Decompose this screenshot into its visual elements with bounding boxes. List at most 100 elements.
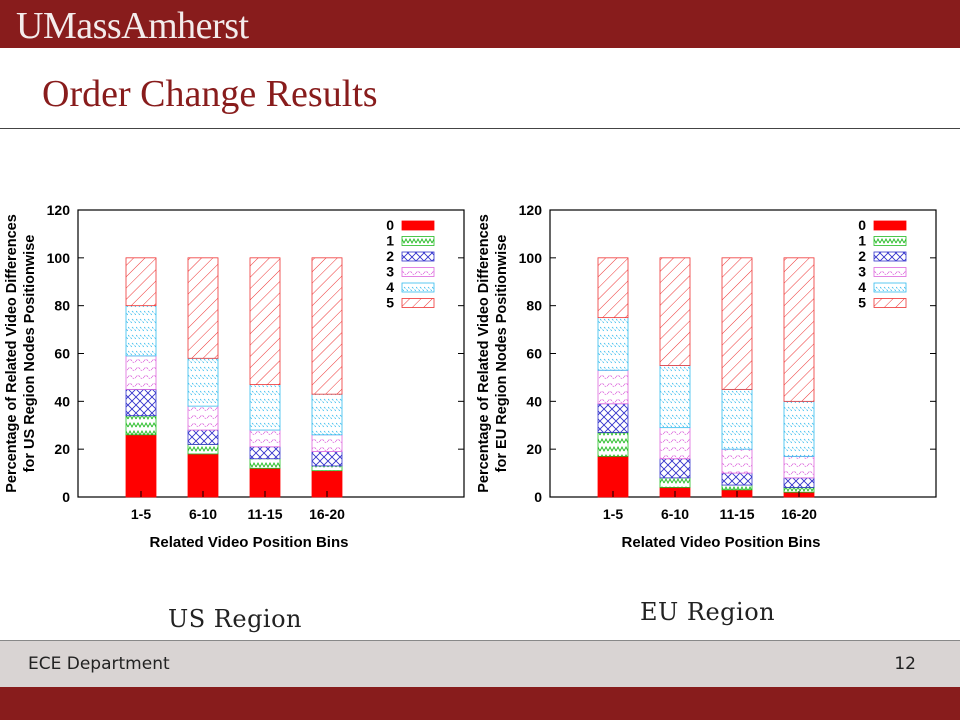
legend-label: 5 xyxy=(858,295,866,311)
x-tick-label: 11-15 xyxy=(247,506,282,522)
y-tick-label: 60 xyxy=(526,346,542,362)
bar-segment xyxy=(597,257,629,319)
title-divider xyxy=(0,128,960,129)
bar-segment xyxy=(659,427,691,460)
legend-swatch xyxy=(873,220,907,231)
bar-segment xyxy=(187,257,219,359)
bar-segment xyxy=(187,429,219,445)
legend-swatch xyxy=(873,251,907,262)
legend-label: 2 xyxy=(858,248,866,264)
umass-logo: UMassAmherst xyxy=(16,5,249,47)
legend-label: 1 xyxy=(858,233,866,249)
bar-segment xyxy=(125,355,157,390)
x-tick-label: 6-10 xyxy=(189,506,217,522)
legend-label: 4 xyxy=(386,279,394,295)
bar-segment xyxy=(249,429,281,448)
bar-segment xyxy=(659,257,691,366)
legend-label: 4 xyxy=(858,279,866,295)
bar-segment xyxy=(721,472,753,486)
y-axis-label: for EU Region Nodes Positionwise xyxy=(494,235,510,473)
bar-segment xyxy=(187,443,219,455)
bar-segment xyxy=(311,465,343,472)
x-axis-label: Related Video Position Bins xyxy=(150,534,349,551)
bar-segment xyxy=(311,257,343,395)
y-tick-label: 20 xyxy=(526,441,542,457)
bar-segment xyxy=(721,388,753,450)
bar-segment xyxy=(597,432,629,457)
legend-swatch xyxy=(401,282,435,293)
y-tick-label: 100 xyxy=(47,250,71,266)
bar-segment xyxy=(597,317,629,371)
bottom-bar xyxy=(0,687,960,720)
legend-swatch xyxy=(401,298,435,308)
footer-divider xyxy=(0,640,960,641)
bar-segment xyxy=(311,434,343,452)
y-tick-label: 80 xyxy=(526,298,542,314)
slide-title: Order Change Results xyxy=(42,73,378,115)
y-axis-label: Percentage of Related Video Differences xyxy=(476,214,492,493)
bar-segment xyxy=(249,384,281,431)
legend-label: 1 xyxy=(386,233,394,249)
y-tick-label: 20 xyxy=(54,441,70,457)
bar-segment xyxy=(783,400,815,457)
y-tick-label: 40 xyxy=(526,393,542,409)
legend-swatch xyxy=(873,236,907,246)
bar-segment xyxy=(783,455,815,479)
page-number: 12 xyxy=(894,654,916,674)
y-tick-label: 0 xyxy=(62,489,70,505)
bar-segment xyxy=(125,305,157,357)
eu-region-caption: EU Region xyxy=(640,598,776,626)
legend-swatch xyxy=(401,251,435,262)
legend-swatch xyxy=(401,267,435,277)
y-axis-label: Percentage of Related Video Differences xyxy=(4,214,20,493)
bar-segment xyxy=(125,434,157,498)
department-label: ECE Department xyxy=(28,654,170,674)
x-tick-label: 16-20 xyxy=(309,506,345,522)
bar-segment xyxy=(783,477,815,488)
bar-segment xyxy=(597,455,629,498)
bar-segment xyxy=(249,446,281,460)
footer-bar: ECE Department 12 xyxy=(0,641,960,687)
x-tick-label: 11-15 xyxy=(719,506,754,522)
legend-label: 0 xyxy=(858,217,866,233)
x-tick-label: 1-5 xyxy=(131,506,151,522)
bar-segment xyxy=(783,257,815,402)
legend-swatch xyxy=(873,282,907,293)
bar-segment xyxy=(597,403,629,433)
bar-segment xyxy=(721,484,753,491)
bar-segment xyxy=(311,393,343,436)
x-tick-label: 6-10 xyxy=(661,506,689,522)
legend-label: 0 xyxy=(386,217,394,233)
header-bar: UMassAmherst xyxy=(0,0,960,48)
y-tick-label: 0 xyxy=(534,489,542,505)
y-tick-label: 40 xyxy=(54,393,70,409)
bar-segment xyxy=(659,365,691,429)
y-tick-label: 100 xyxy=(519,250,543,266)
us-region-caption: US Region xyxy=(168,605,303,633)
y-tick-label: 120 xyxy=(519,202,543,218)
bar-segment xyxy=(597,369,629,405)
bar-segment xyxy=(311,451,343,467)
legend-label: 3 xyxy=(386,264,394,280)
bar-segment xyxy=(721,448,753,474)
legend-label: 3 xyxy=(858,264,866,280)
bar-segment xyxy=(249,257,281,385)
x-tick-label: 1-5 xyxy=(603,506,623,522)
legend-swatch xyxy=(401,220,435,231)
bar-segment xyxy=(125,415,157,436)
y-tick-label: 80 xyxy=(54,298,70,314)
x-tick-label: 16-20 xyxy=(781,506,817,522)
x-axis-label: Related Video Position Bins xyxy=(622,534,821,551)
bar-segment xyxy=(659,458,691,479)
legend-label: 5 xyxy=(386,295,394,311)
y-axis-label: for US Region Nodes Positionwise xyxy=(22,235,38,473)
bar-segment xyxy=(721,257,753,390)
y-tick-label: 120 xyxy=(47,202,71,218)
legend-swatch xyxy=(873,267,907,277)
legend-swatch xyxy=(873,298,907,308)
bar-segment xyxy=(249,458,281,469)
bar-segment xyxy=(187,453,219,498)
bar-segment xyxy=(659,477,691,488)
